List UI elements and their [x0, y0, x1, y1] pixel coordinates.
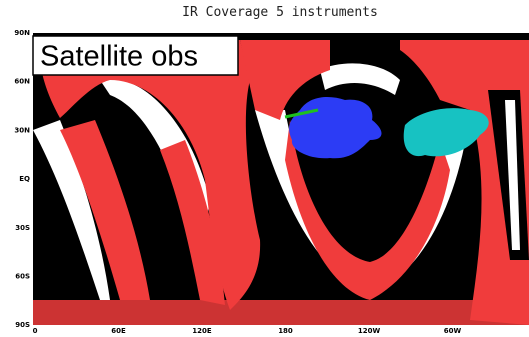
lat-label: 30S [15, 224, 30, 232]
longitude-labels: 0 60E 120E 180 120W 60W [33, 327, 462, 335]
lat-label: 90N [14, 29, 30, 37]
lon-label: 180 [278, 327, 293, 335]
lat-label: 90S [15, 321, 30, 329]
lat-label: EQ [19, 175, 30, 183]
coverage-swath [33, 300, 529, 325]
map-title: IR Coverage 5 instruments [182, 5, 378, 20]
lon-label: 120E [192, 327, 212, 335]
lon-label: 120W [358, 327, 381, 335]
map-figure: IR Coverage 5 instruments 90N 60N 30N EQ 30S… [0, 0, 529, 337]
latitude-labels: 90N 60N 30N EQ 30S 60S 90S [14, 29, 30, 329]
map-area [33, 33, 529, 325]
overlay-label: Satellite obs [40, 41, 198, 73]
lat-label: 60S [15, 273, 30, 281]
lat-label: 30N [14, 126, 30, 134]
lon-label: 60W [444, 327, 462, 335]
lon-label: 0 [33, 327, 38, 335]
lon-label: 60E [111, 327, 126, 335]
lat-label: 60N [14, 78, 30, 86]
